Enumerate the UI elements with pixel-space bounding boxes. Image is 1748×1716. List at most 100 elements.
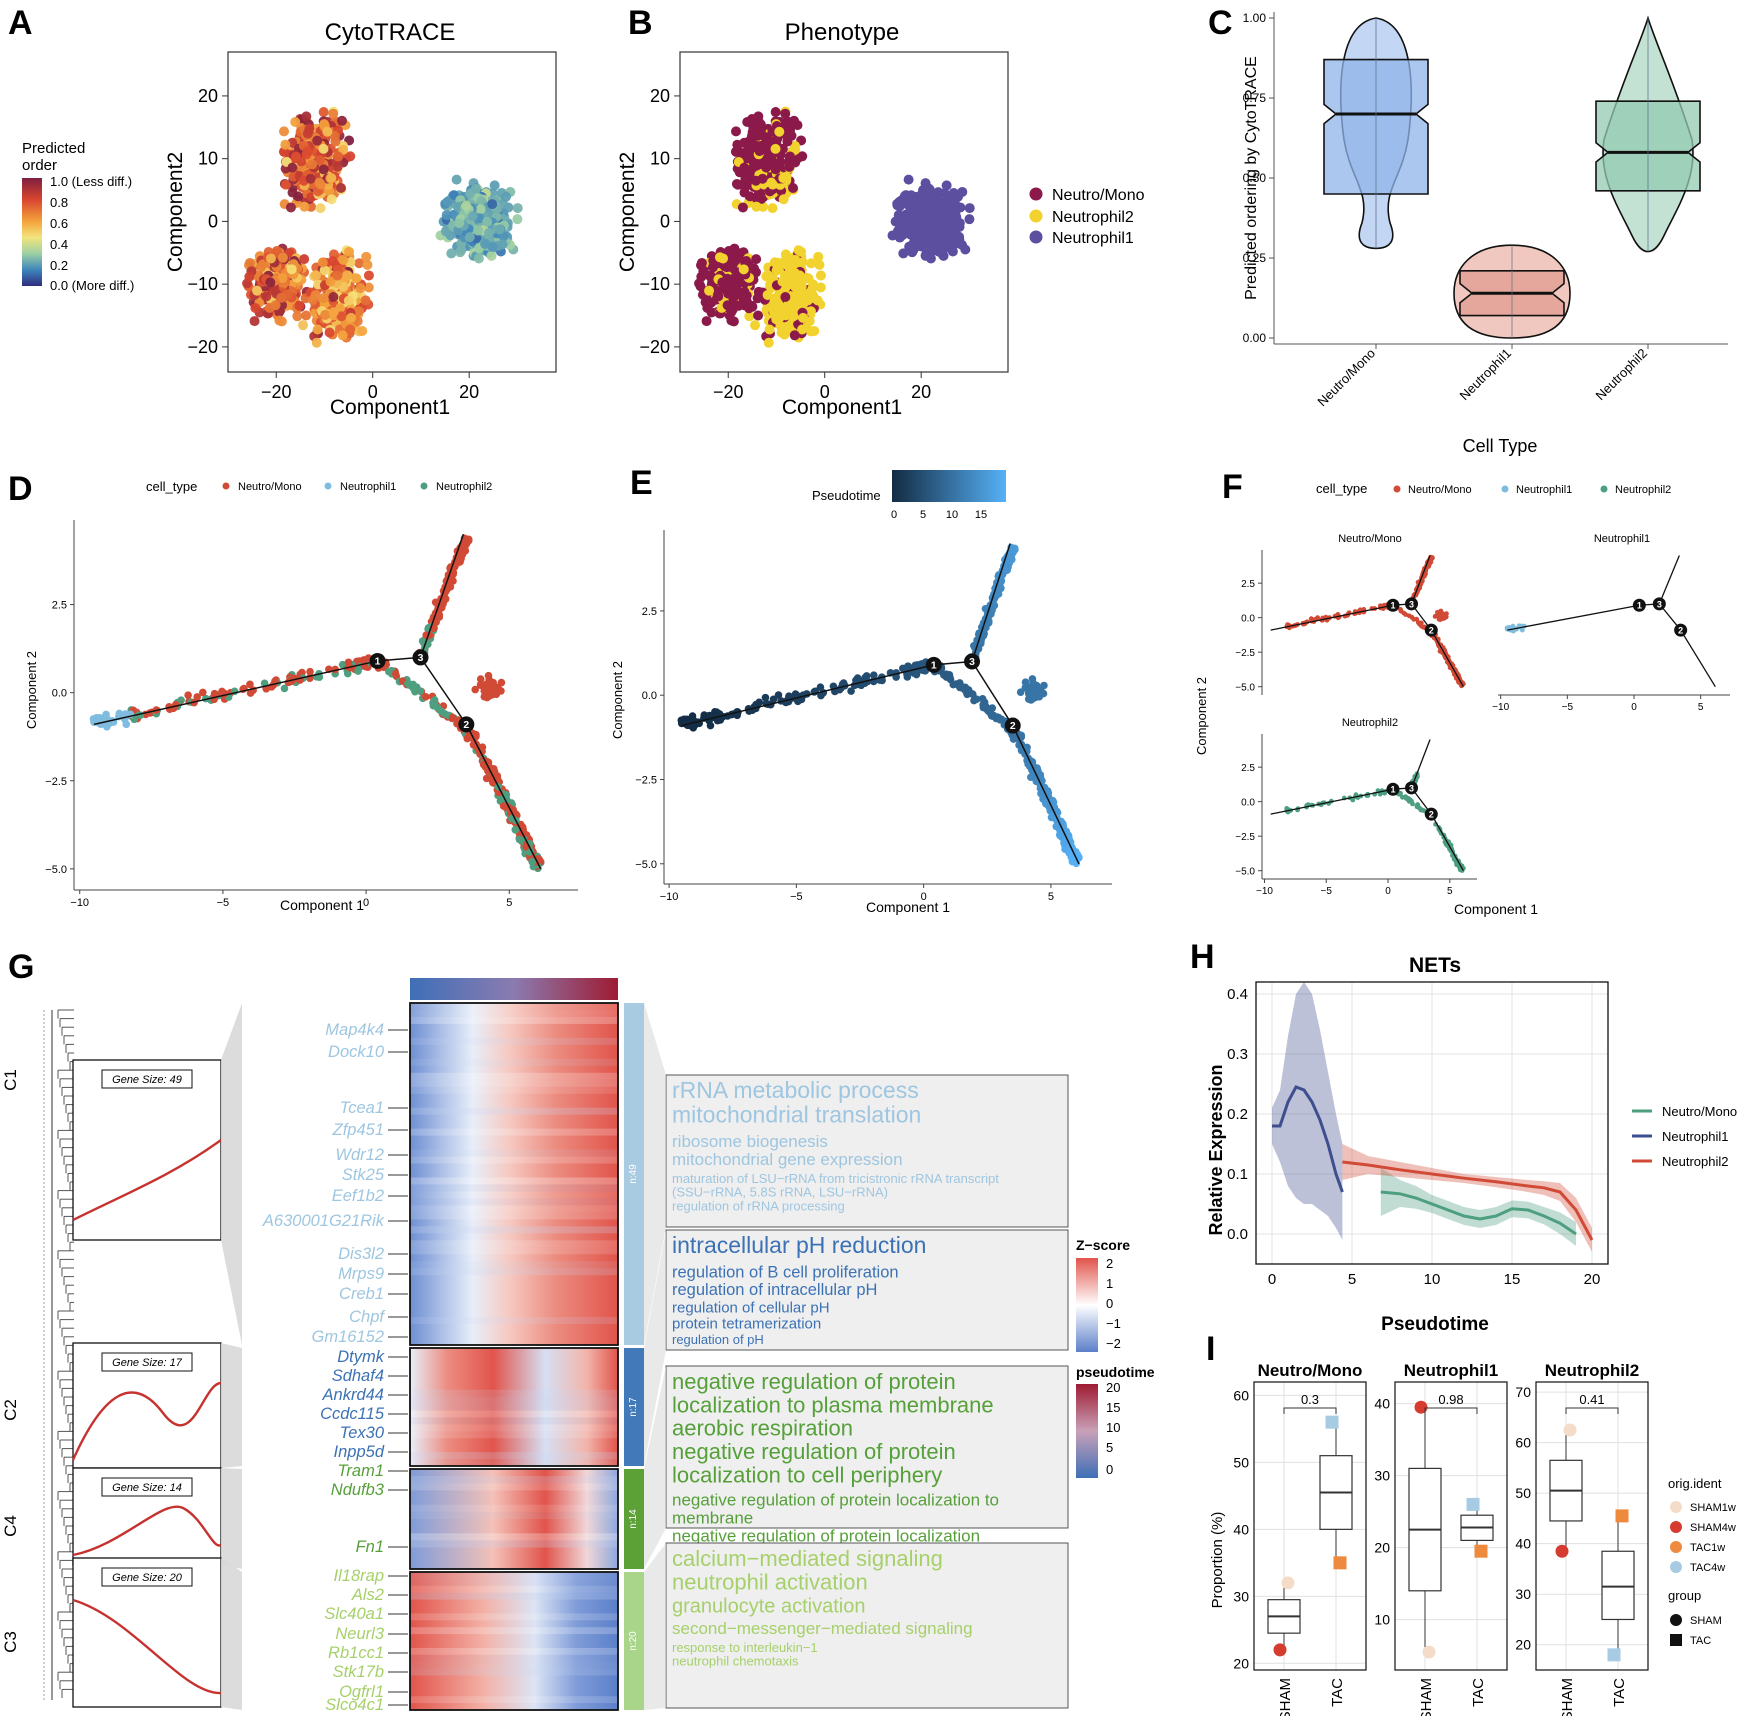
cell-point: [1026, 773, 1035, 782]
x-tick-label: −10: [1492, 702, 1509, 713]
branch-node-label: 2: [1429, 626, 1434, 636]
cell-point: [1406, 613, 1412, 619]
neutrophil1-point: [938, 250, 949, 261]
cell-point: [1441, 614, 1446, 619]
cell-point: [405, 681, 414, 689]
panel-a-legend-title-2: order: [22, 157, 57, 174]
neutrophil2-point: [778, 194, 789, 205]
y-tick-label: −10: [639, 274, 670, 294]
neutro-mono-point: [759, 159, 770, 170]
y-tick-label: 0.0: [642, 690, 657, 702]
x-tick-label: 5: [1048, 891, 1054, 903]
cytotrace-point: [329, 130, 340, 141]
panel-a-frame: [227, 51, 557, 373]
panel-d-legend-label: Neutrophil1: [340, 481, 396, 493]
cytotrace-point: [328, 292, 339, 303]
neutrophil2-point: [780, 307, 791, 318]
panel-f-legend-title: cell_type: [1316, 481, 1367, 496]
neutrophil2-point: [704, 285, 715, 296]
cell-point: [391, 669, 400, 678]
neutro-mono-point: [737, 202, 748, 213]
y-tick-label: −2.5: [45, 776, 67, 788]
panel-f-facet-title: Neutro/Mono: [1338, 533, 1402, 545]
x-tick-label: Neutrophil2: [1592, 346, 1650, 404]
neutrophil1-point: [946, 224, 957, 235]
cytotrace-point: [286, 264, 297, 275]
cytotrace-point: [362, 259, 373, 270]
cytotrace-point: [265, 277, 276, 288]
panel-b-ylabel: Component2: [616, 152, 639, 272]
neutrophil2-point: [750, 320, 761, 331]
neutrophil2-point: [806, 258, 817, 269]
panel-a-legend-label: 1.0 (Less diff.): [50, 174, 132, 189]
neutro-mono-point: [742, 151, 753, 162]
cytotrace-point: [322, 126, 333, 137]
cytotrace-point: [441, 210, 452, 221]
cytotrace-point: [360, 295, 371, 306]
trajectory-points: [89, 534, 545, 873]
cell-point: [384, 667, 393, 676]
neutro-mono-point: [702, 302, 713, 313]
neutro-mono-point: [732, 139, 743, 150]
cytotrace-point: [338, 254, 349, 265]
branch-node-label: 1: [1390, 785, 1395, 795]
panel-b-legend-label: Neutrophil1: [1052, 230, 1134, 247]
legend-swatch-neutrophil2: [1600, 485, 1608, 493]
panel-b-xlabel: Component1: [782, 396, 902, 419]
cytotrace-point: [276, 292, 287, 303]
cell-point: [490, 685, 499, 694]
cytotrace-point: [451, 174, 462, 185]
cell-point: [706, 721, 715, 730]
cytotrace-point: [473, 253, 484, 264]
cytotrace-point: [489, 180, 500, 191]
y-tick-label: −5.0: [45, 864, 67, 876]
cytotrace-point: [357, 325, 368, 336]
cytotrace-point: [337, 330, 348, 341]
neutrophil2-point: [815, 282, 826, 293]
y-tick-label: 10: [650, 149, 670, 169]
x-tick-label: Neutro/Mono: [1314, 346, 1378, 410]
cytotrace-point: [277, 273, 288, 284]
neutrophil2-point: [770, 143, 781, 154]
y-tick-label: 20: [650, 86, 670, 106]
panel-e-xlabel: Component 1: [866, 899, 950, 915]
cytotrace-point: [351, 273, 362, 284]
neutrophil1-point: [894, 196, 905, 207]
neutrophil2-point: [803, 273, 814, 284]
cytotrace-point: [312, 135, 323, 146]
y-tick-label: −20: [639, 337, 670, 357]
branch-node-label: 1: [1637, 601, 1642, 611]
cytotrace-point: [299, 254, 310, 265]
facet-points: [1284, 771, 1466, 873]
cytotrace-point: [317, 257, 328, 268]
neutrophil2-point: [815, 270, 826, 281]
cytotrace-point: [305, 173, 316, 184]
neutro-mono-point: [770, 107, 781, 118]
panel-e-colorbar-label: 10: [946, 509, 958, 521]
branch-node-label: 2: [1010, 721, 1016, 732]
panel-a-legend-label: 0.6: [50, 216, 68, 231]
x-tick-label: −20: [713, 382, 744, 402]
cytotrace-point: [343, 295, 354, 306]
trajectory-edge: [419, 533, 465, 658]
cytotrace-point: [311, 337, 322, 348]
neutro-mono-point: [746, 300, 757, 311]
x-tick-label: −10: [1256, 886, 1273, 897]
cell-point: [1028, 675, 1037, 683]
cytotrace-point: [244, 257, 255, 268]
neutrophil1-point: [903, 174, 914, 185]
cytotrace-point: [319, 265, 330, 276]
neutro-mono-point: [754, 128, 765, 139]
branch-node-label: 3: [1657, 599, 1662, 609]
trajectory-edge: [971, 543, 1011, 662]
panel-d-xlabel: Component 1: [280, 897, 364, 913]
neutrophil2-point: [769, 257, 780, 268]
y-tick-label: 0: [208, 211, 218, 231]
branch-node-label: 2: [1678, 626, 1683, 636]
trajectory-edge: [1430, 629, 1464, 688]
neutro-mono-point: [732, 179, 743, 190]
cytotrace-point: [280, 139, 291, 150]
neutro-mono-point: [784, 151, 795, 162]
